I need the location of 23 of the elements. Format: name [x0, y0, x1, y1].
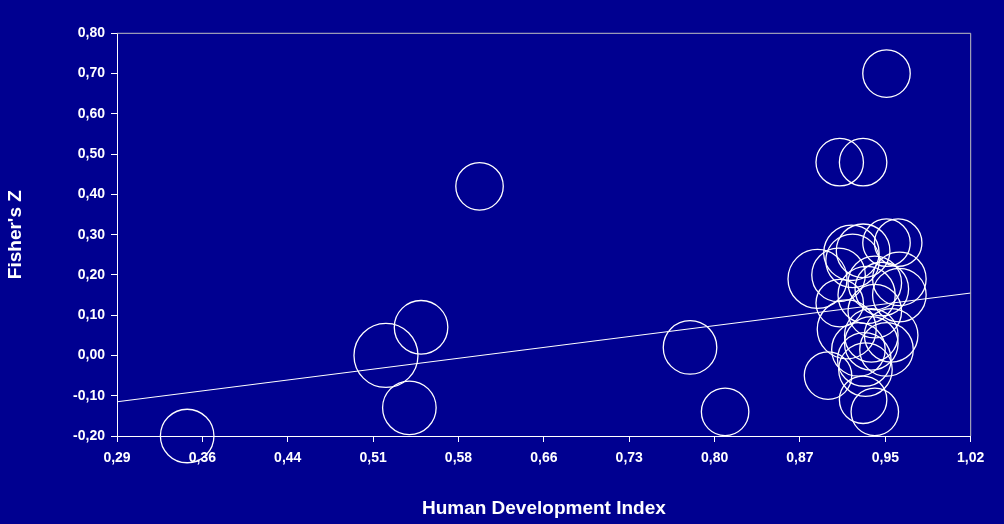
y-tick-label: 0,60 — [77, 104, 106, 121]
y-tick-label: 0,30 — [77, 225, 106, 242]
x-tick-label: 0,29 — [103, 449, 131, 466]
y-tick-label: -0,10 — [73, 386, 106, 403]
x-tick-label: 0,87 — [786, 449, 814, 466]
y-tick-label: 0,40 — [77, 185, 106, 202]
x-tick-label: 0,66 — [530, 449, 558, 466]
x-axis-title: Human Development Index — [421, 496, 667, 518]
y-tick-label: 0,80 — [77, 24, 106, 41]
x-tick-label: 0,58 — [444, 449, 473, 466]
x-tick-label: 1,02 — [957, 449, 985, 466]
y-tick-label: 0,10 — [77, 306, 106, 323]
x-tick-label: 0,73 — [615, 449, 644, 466]
x-tick-label: 0,95 — [871, 449, 900, 466]
x-tick-label: 0,80 — [700, 449, 729, 466]
y-tick-label: -0,20 — [73, 426, 106, 443]
x-tick-label: 0,44 — [274, 449, 302, 466]
y-tick-label: 0,50 — [77, 144, 106, 161]
y-tick-label: 0,20 — [77, 265, 106, 282]
y-tick-label: 0,00 — [77, 346, 106, 363]
x-tick-label: 0,51 — [359, 449, 387, 466]
y-tick-label: 0,70 — [77, 64, 106, 81]
y-axis-title: Fisher's Z — [3, 189, 25, 280]
